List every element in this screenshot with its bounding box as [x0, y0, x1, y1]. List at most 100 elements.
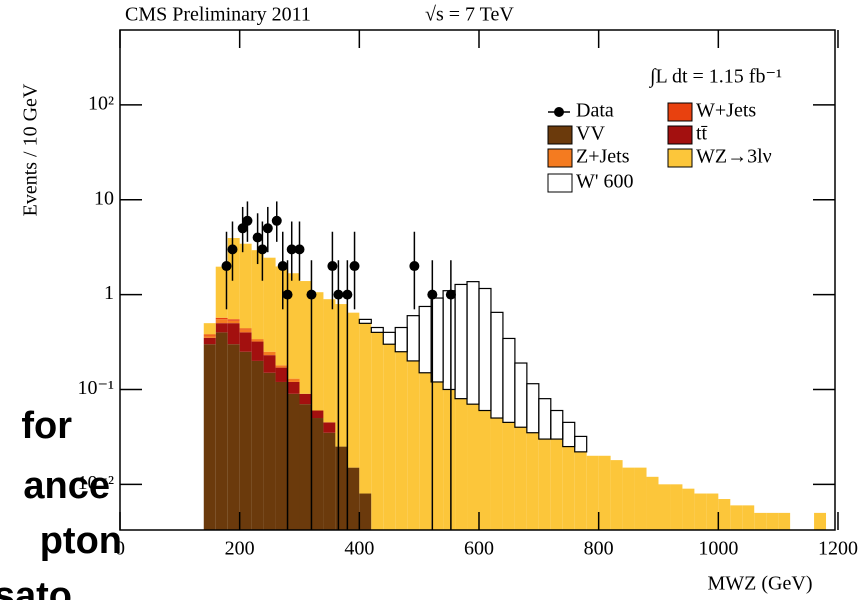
histogram-bar [275, 266, 288, 366]
data-point [271, 215, 282, 226]
histogram-bar [299, 281, 312, 394]
histogram-bar [263, 372, 276, 530]
legend-swatch [547, 148, 573, 168]
histogram-bar [227, 344, 240, 530]
y-tick-label: 10² [88, 92, 114, 114]
legend-swatch [667, 148, 693, 168]
histogram-bar [658, 484, 671, 530]
histogram-bar [586, 455, 599, 530]
legend-label: VV [576, 123, 605, 145]
legend-label: tt̄ [696, 123, 708, 145]
histogram-bar [299, 393, 312, 405]
data-point [227, 244, 238, 255]
data-point [327, 261, 338, 272]
signal-bin [514, 362, 528, 428]
x-tick-label: 600 [464, 538, 494, 560]
histogram-bar [419, 372, 432, 530]
histogram-bar [215, 266, 228, 318]
y-tick-label: 10⁻¹ [77, 377, 114, 399]
histogram-bar [311, 418, 324, 530]
histogram-bar [275, 365, 288, 368]
histogram-bar [311, 410, 324, 419]
signal-bin [382, 331, 396, 345]
signal-bin [466, 281, 480, 405]
histogram-bar [263, 355, 276, 373]
legend-swatch [547, 125, 573, 145]
histogram-bar [538, 439, 551, 530]
histogram-bar [275, 367, 288, 382]
signal-bin [454, 283, 468, 400]
legend-label: WZ→3lν [696, 146, 772, 168]
histogram-bar [490, 418, 503, 530]
signal-bin [358, 318, 372, 324]
histogram-bar [323, 432, 336, 530]
signal-bin [418, 305, 432, 374]
annotation: ∫L dt = 1.15 fb⁻¹ [648, 66, 782, 89]
signal-bin [370, 326, 384, 333]
histogram-bar [730, 505, 743, 530]
histogram-bar [395, 351, 408, 530]
histogram-bar [598, 455, 611, 530]
legend-swatch [547, 173, 573, 193]
histogram-bar [335, 304, 348, 447]
histogram-bar [502, 422, 515, 530]
data-point [277, 261, 288, 272]
data-point [237, 223, 248, 234]
histogram-bar [323, 422, 336, 433]
chart-subtitle: √s = 7 TeV [425, 4, 514, 26]
histogram-bar [215, 317, 228, 320]
histogram-bar [239, 329, 252, 333]
histogram-bar [335, 446, 348, 530]
y-axis-label: Events / 10 GeV [20, 83, 42, 216]
x-tick-label: 800 [584, 538, 614, 560]
x-tick-label: 1000 [698, 538, 738, 560]
data-point [294, 244, 305, 255]
signal-bin [574, 435, 588, 453]
histogram-bar [203, 323, 216, 335]
histogram-bar [383, 344, 396, 530]
data-point [221, 261, 232, 272]
histogram-bar [215, 323, 228, 333]
histogram-bar [239, 351, 252, 530]
histogram-bar [574, 451, 587, 530]
overlay-text: ance [23, 465, 110, 507]
data-point [282, 289, 293, 300]
histogram-bar [550, 439, 563, 530]
signal-bin [562, 421, 576, 448]
histogram-bar [478, 410, 491, 530]
histogram-bar [371, 332, 384, 530]
histogram-bar [814, 512, 827, 530]
histogram-bar [215, 332, 228, 530]
histogram-bar [287, 381, 300, 394]
signal-bin [502, 337, 516, 423]
legend-swatch [667, 102, 693, 122]
histogram-bar [227, 323, 240, 345]
chart-title: CMS Preliminary 2011 [125, 4, 311, 26]
histogram-bar [203, 337, 216, 345]
data-point [306, 289, 317, 300]
histogram-bar [275, 381, 288, 530]
legend-marker [554, 107, 564, 117]
overlay-text: pton [40, 520, 122, 562]
histogram-bar [215, 319, 228, 324]
histogram-bar [251, 339, 264, 342]
histogram-bar [359, 493, 372, 530]
histogram-bar [227, 320, 240, 324]
data-point [286, 244, 297, 255]
x-axis-label: MWZ (GeV) [708, 573, 813, 595]
histogram-bar [239, 243, 252, 329]
histogram-bar [311, 292, 324, 411]
x-tick-label: 1200 [818, 538, 858, 560]
histogram-bar [251, 250, 264, 340]
plot-area [203, 201, 827, 530]
signal-bin [538, 398, 552, 440]
histogram-bar [526, 432, 539, 530]
data-point [342, 289, 353, 300]
histogram-bar [203, 344, 216, 530]
signal-bin [394, 326, 408, 353]
histogram-bar [754, 512, 767, 530]
histogram-bar [634, 467, 647, 530]
histogram-bar [610, 460, 623, 530]
